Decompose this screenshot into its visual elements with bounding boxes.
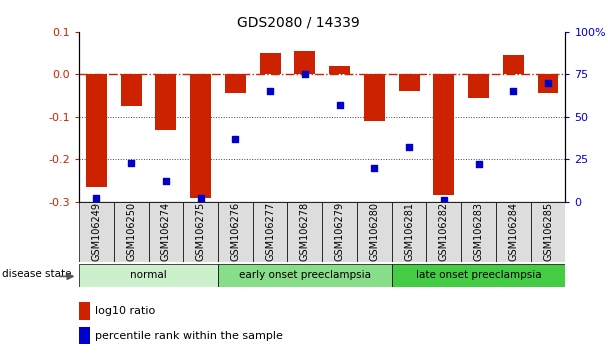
Bar xyxy=(322,202,357,262)
Point xyxy=(265,88,275,94)
Text: GSM106282: GSM106282 xyxy=(439,202,449,262)
Text: GSM106280: GSM106280 xyxy=(369,202,379,261)
Text: GSM106249: GSM106249 xyxy=(91,202,102,261)
Text: GSM106284: GSM106284 xyxy=(508,202,519,261)
Bar xyxy=(218,264,392,287)
Bar xyxy=(531,202,565,262)
Text: GSM106250: GSM106250 xyxy=(126,202,136,262)
Point xyxy=(474,161,483,167)
Bar xyxy=(461,202,496,262)
Text: GSM106276: GSM106276 xyxy=(230,202,240,262)
Text: log10 ratio: log10 ratio xyxy=(95,306,156,316)
Bar xyxy=(364,74,385,121)
Point xyxy=(230,136,240,142)
Text: GSM106274: GSM106274 xyxy=(161,202,171,262)
Bar xyxy=(294,51,316,74)
Bar xyxy=(496,202,531,262)
Point xyxy=(92,195,102,201)
Bar xyxy=(225,74,246,93)
Point xyxy=(508,88,518,94)
Text: GSM106283: GSM106283 xyxy=(474,202,483,261)
Bar xyxy=(357,202,392,262)
Bar xyxy=(79,264,218,287)
Text: late onset preeclampsia: late onset preeclampsia xyxy=(416,270,541,280)
Text: GSM106277: GSM106277 xyxy=(265,202,275,262)
Bar xyxy=(434,74,454,195)
Point xyxy=(543,80,553,86)
Point xyxy=(370,165,379,171)
Text: early onset preeclampsia: early onset preeclampsia xyxy=(239,270,371,280)
Bar xyxy=(253,202,288,262)
Text: disease state: disease state xyxy=(2,269,71,279)
Point xyxy=(196,195,206,201)
Text: GSM106285: GSM106285 xyxy=(543,202,553,262)
Bar xyxy=(79,202,114,262)
Bar xyxy=(392,264,565,287)
Text: GSM106279: GSM106279 xyxy=(334,202,345,262)
Bar xyxy=(426,202,461,262)
Bar xyxy=(399,74,420,91)
Bar xyxy=(86,74,107,187)
Point xyxy=(439,197,449,203)
Bar xyxy=(260,53,280,74)
Bar xyxy=(148,202,183,262)
Bar xyxy=(392,202,426,262)
Bar xyxy=(79,327,89,344)
Bar xyxy=(156,74,176,130)
Text: percentile rank within the sample: percentile rank within the sample xyxy=(95,331,283,341)
Text: GSM106278: GSM106278 xyxy=(300,202,310,262)
Bar xyxy=(183,202,218,262)
Bar xyxy=(114,202,148,262)
Bar xyxy=(503,55,523,74)
Point xyxy=(404,144,414,150)
Bar xyxy=(468,74,489,98)
Bar xyxy=(218,202,253,262)
Bar xyxy=(288,202,322,262)
Bar xyxy=(121,74,142,106)
Title: GDS2080 / 14339: GDS2080 / 14339 xyxy=(237,15,359,29)
Text: GSM106275: GSM106275 xyxy=(196,202,206,262)
Bar xyxy=(329,66,350,74)
Point xyxy=(161,178,171,184)
Text: normal: normal xyxy=(130,270,167,280)
Bar xyxy=(537,74,559,93)
Text: GSM106281: GSM106281 xyxy=(404,202,414,261)
Point xyxy=(126,160,136,166)
Point xyxy=(300,72,309,77)
Bar xyxy=(79,302,89,320)
Bar xyxy=(190,74,211,198)
Point xyxy=(335,102,345,108)
